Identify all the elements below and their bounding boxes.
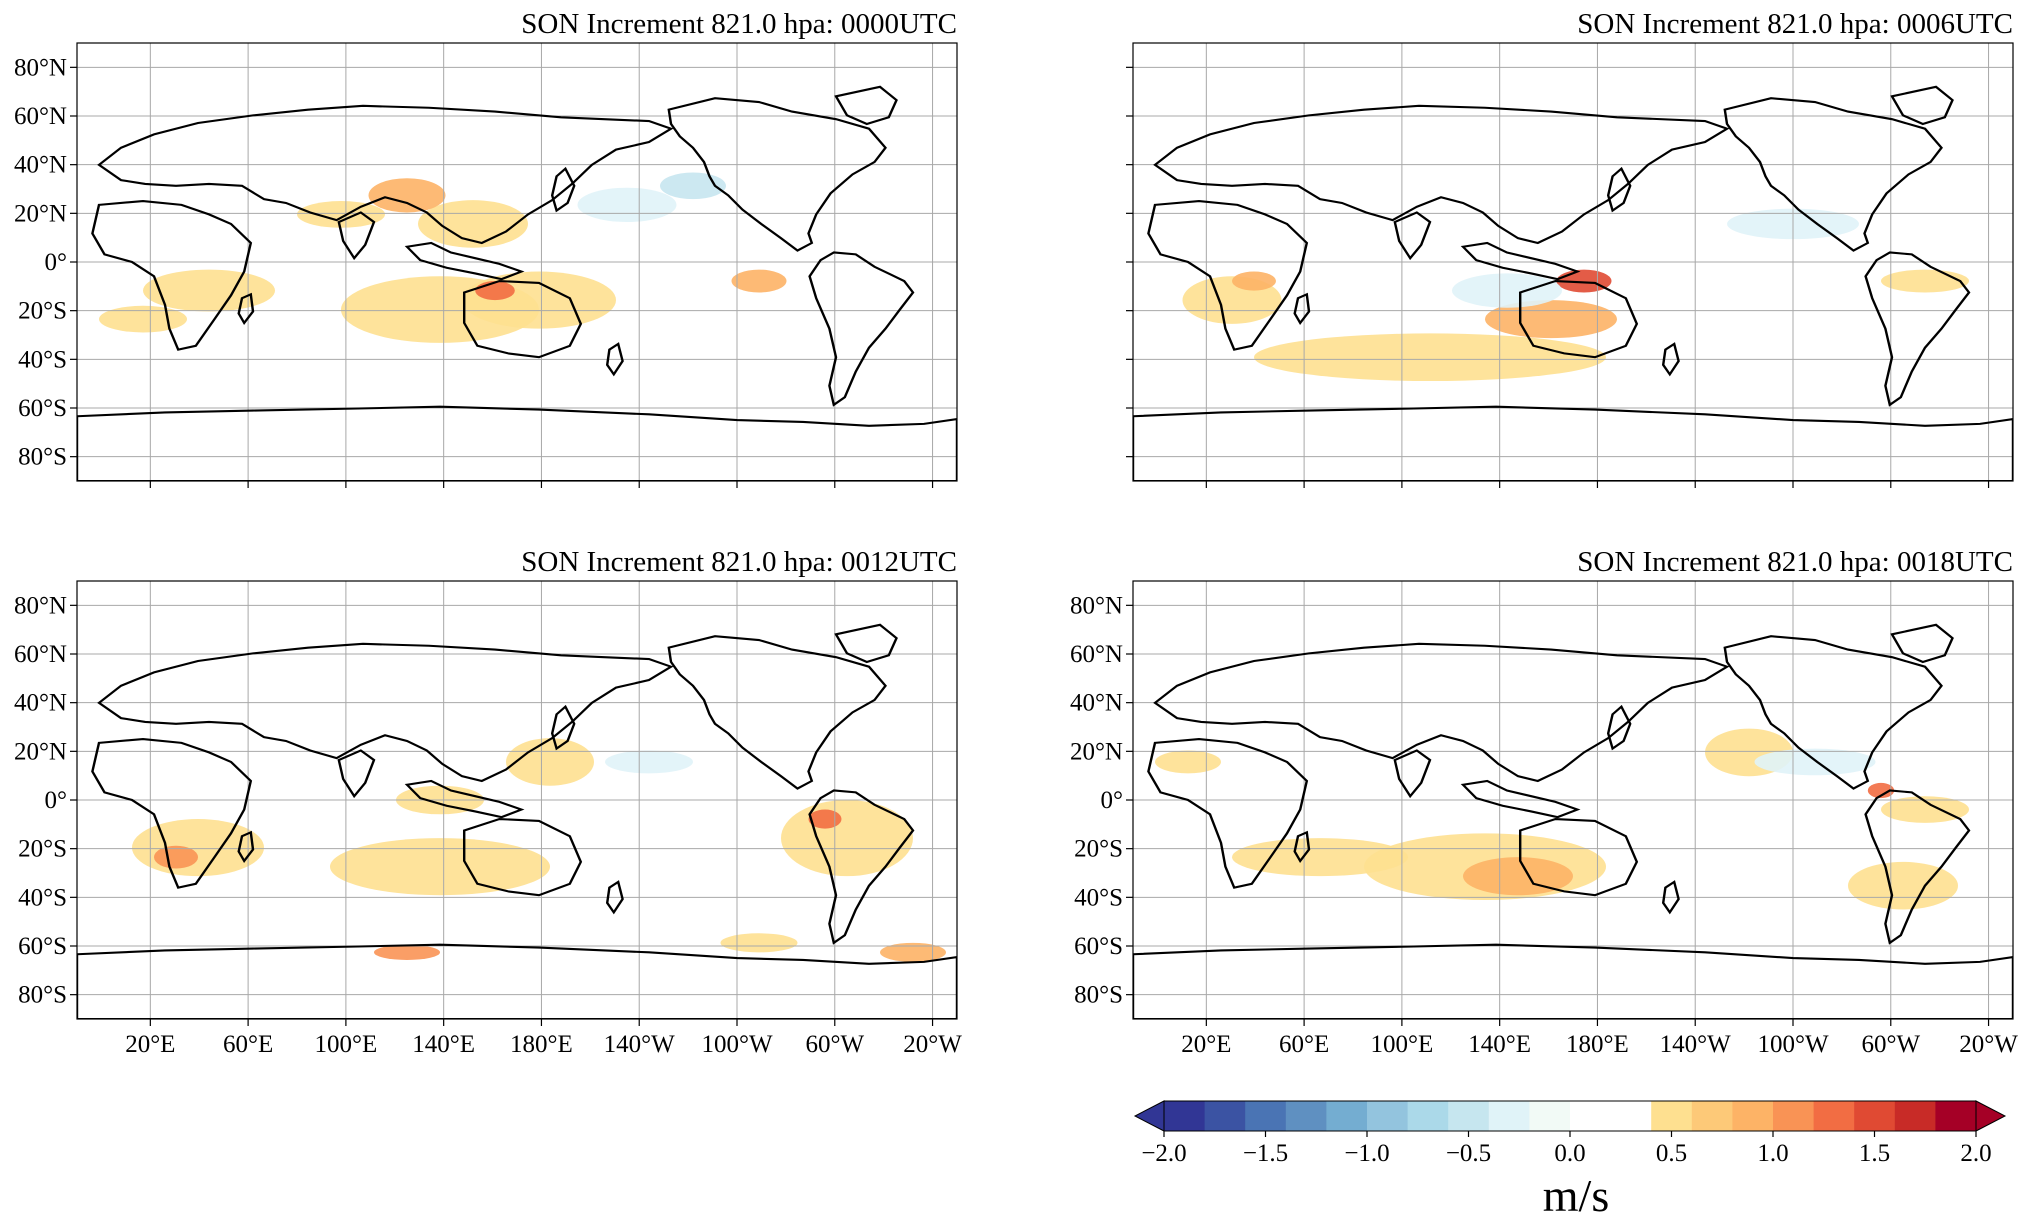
colorbar-swatch <box>1204 1101 1246 1131</box>
colorbar-swatch <box>1894 1101 1936 1131</box>
colorbar-swatch <box>1610 1101 1652 1131</box>
lat-tick-label: 60°S <box>18 933 67 960</box>
colorbar-swatch <box>1285 1101 1327 1131</box>
lat-tick-label: 20°S <box>1074 836 1123 863</box>
lat-tick-label: 20°N <box>1070 738 1123 765</box>
lon-tick-label: 100°E <box>314 1031 377 1058</box>
lat-tick-label: 0° <box>45 787 68 814</box>
panel-0-title: SON Increment 821.0 hpa: 0000UTC <box>521 8 957 40</box>
lat-tick-label: 20°N <box>14 200 67 227</box>
colorbar-swatch <box>1367 1101 1409 1131</box>
colorbar-extend-min <box>1133 1100 1165 1132</box>
lon-tick-label: 20°E <box>1181 1031 1231 1058</box>
lat-tick-label: 80°S <box>18 444 67 471</box>
lat-tick-label: 80°N <box>14 592 67 619</box>
lat-tick-label: 40°S <box>18 884 67 911</box>
lat-tick-label: 60°N <box>1070 641 1123 668</box>
colorbar-tick-label: 1.0 <box>1757 1140 1788 1167</box>
colorbar-swatch <box>1448 1101 1490 1131</box>
colorbar-tick-label: −1.5 <box>1243 1140 1288 1167</box>
lat-tick-label: 40°N <box>14 152 67 179</box>
colorbar-swatch <box>1732 1101 1774 1131</box>
colorbar-swatch <box>1164 1101 1206 1131</box>
lat-tick-label: 80°S <box>1074 982 1123 1009</box>
lat-tick-label: 60°S <box>1074 933 1123 960</box>
lat-tick-label: 80°N <box>1070 592 1123 619</box>
lat-tick-label: 0° <box>1101 787 1124 814</box>
colorbar-swatch <box>1854 1101 1896 1131</box>
map-panel-0018utc: 80°N 60°N 40°N 20°N 0° 20°S 40°S 60°S 80°S 20°E 60… <box>1070 580 2018 1058</box>
colorbar-swatch <box>1529 1101 1571 1131</box>
lat-tick-label: 40°N <box>14 690 67 717</box>
colorbar: −2.0 −1.5 −1.0 −0.5 0.0 0.5 1.0 1.5 2.0 <box>1133 1100 2007 1167</box>
lon-tick-label: 60°E <box>223 1031 273 1058</box>
colorbar-swatch <box>1570 1101 1612 1131</box>
colorbar-swatch <box>1691 1101 1733 1131</box>
colorbar-tick-label: 0.5 <box>1656 1140 1687 1167</box>
lon-tick-label: 20°E <box>125 1031 175 1058</box>
colorbar-swatch <box>1935 1101 1977 1131</box>
lon-tick-label: 20°W <box>1959 1031 2018 1058</box>
colorbar-swatch <box>1773 1101 1815 1131</box>
map-panel-0000utc: 80°N 60°N 40°N 20°N 0° 20°S 40°S 60°S 80°S <box>14 42 958 488</box>
lat-tick-label: 40°N <box>1070 690 1123 717</box>
lon-tick-label: 60°E <box>1279 1031 1329 1058</box>
lon-tick-label: 140°W <box>1660 1031 1731 1058</box>
colorbar-swatch <box>1813 1101 1855 1131</box>
lon-tick-label: 100°W <box>1757 1031 1828 1058</box>
colorbar-tick-label: −2.0 <box>1141 1140 1186 1167</box>
panel-1-title: SON Increment 821.0 hpa: 0006UTC <box>1577 8 2013 40</box>
colorbar-swatch <box>1488 1101 1530 1131</box>
lon-tick-label: 20°W <box>903 1031 962 1058</box>
lat-tick-label: 60°S <box>18 395 67 422</box>
increment-field <box>132 738 946 962</box>
colorbar-swatch <box>1651 1101 1693 1131</box>
lon-tick-label: 180°E <box>1566 1031 1629 1058</box>
lon-tick-label: 180°E <box>510 1031 573 1058</box>
lat-tick-label: 60°N <box>14 641 67 668</box>
colorbar-tick-label: −1.0 <box>1344 1140 1389 1167</box>
colorbar-swatch <box>1407 1101 1449 1131</box>
colorbar-tick-label: 2.0 <box>1960 1140 1991 1167</box>
panel-3-title: SON Increment 821.0 hpa: 0018UTC <box>1577 546 2013 578</box>
lat-tick-label: 0° <box>45 249 68 276</box>
lat-tick-label: 20°S <box>18 298 67 325</box>
lat-tick-label: 20°S <box>18 836 67 863</box>
lon-tick-label: 140°E <box>1468 1031 1531 1058</box>
map-panel-0012utc: 80°N 60°N 40°N 20°N 0° 20°S 40°S 60°S 80°S 20°E 60… <box>14 580 962 1058</box>
lon-tick-label: 140°E <box>412 1031 475 1058</box>
panel-2-title: SON Increment 821.0 hpa: 0012UTC <box>521 546 957 578</box>
lon-tick-label: 100°E <box>1370 1031 1433 1058</box>
map-panel-0006utc <box>1126 42 2014 488</box>
lat-tick-label: 20°N <box>14 738 67 765</box>
lat-tick-label: 80°S <box>18 982 67 1009</box>
colorbar-tick-label: 1.5 <box>1859 1140 1890 1167</box>
colorbar-swatch <box>1326 1101 1368 1131</box>
colorbar-unit-label: m/s <box>1543 1170 1609 1221</box>
colorbar-extend-max <box>1975 1100 2007 1132</box>
lat-tick-label: 80°N <box>14 54 67 81</box>
lat-tick-label: 40°S <box>1074 884 1123 911</box>
lon-tick-label: 60°W <box>1861 1031 1920 1058</box>
lon-tick-label: 60°W <box>805 1031 864 1058</box>
colorbar-swatch <box>1245 1101 1287 1131</box>
lon-tick-label: 140°W <box>604 1031 675 1058</box>
lat-tick-label: 40°S <box>18 346 67 373</box>
lat-tick-label: 60°N <box>14 103 67 130</box>
lon-tick-label: 100°W <box>701 1031 772 1058</box>
colorbar-tick-label: −0.5 <box>1446 1140 1491 1167</box>
colorbar-tick-label: 0.0 <box>1554 1140 1585 1167</box>
